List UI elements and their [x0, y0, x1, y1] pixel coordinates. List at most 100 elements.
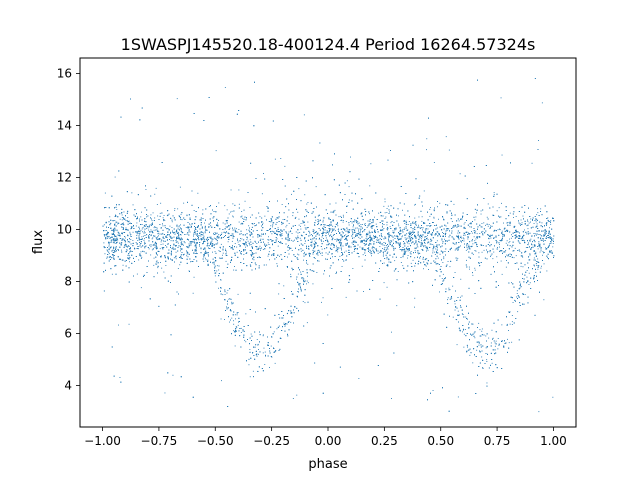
- data-point: [466, 259, 467, 261]
- data-point: [345, 259, 347, 261]
- data-point: [210, 225, 212, 227]
- data-point: [177, 268, 179, 269]
- data-point: [281, 238, 283, 240]
- data-point: [497, 261, 498, 263]
- data-point: [260, 235, 262, 237]
- data-point: [126, 250, 128, 252]
- data-point: [552, 396, 554, 398]
- data-point: [114, 176, 116, 178]
- data-point: [519, 302, 521, 304]
- data-point: [262, 249, 264, 250]
- data-point: [130, 251, 132, 252]
- data-point: [478, 344, 480, 346]
- data-point: [291, 250, 293, 251]
- data-point: [406, 248, 407, 250]
- data-point: [154, 242, 156, 244]
- data-point: [154, 193, 156, 195]
- data-point: [428, 225, 430, 226]
- data-point: [468, 246, 469, 247]
- data-point: [382, 243, 383, 245]
- data-point: [203, 240, 205, 242]
- data-point: [232, 216, 234, 218]
- data-point: [213, 263, 215, 265]
- data-point: [490, 256, 491, 257]
- data-point: [220, 318, 222, 320]
- data-point: [405, 238, 407, 240]
- data-point: [511, 315, 513, 316]
- data-point: [304, 251, 305, 253]
- data-point: [378, 212, 380, 214]
- data-point: [516, 293, 518, 294]
- data-point: [424, 242, 426, 244]
- data-point: [348, 235, 349, 236]
- data-point: [265, 354, 266, 356]
- data-point: [215, 150, 217, 152]
- data-point: [195, 233, 196, 235]
- data-point: [321, 301, 322, 303]
- data-point: [167, 243, 168, 245]
- data-point: [307, 263, 309, 265]
- data-point: [418, 238, 420, 240]
- data-point: [262, 335, 264, 337]
- data-point: [153, 227, 155, 229]
- data-point: [235, 318, 236, 320]
- data-point: [118, 324, 119, 326]
- data-point: [323, 238, 324, 239]
- data-point: [485, 347, 487, 349]
- data-point: [206, 252, 208, 254]
- data-point: [299, 285, 301, 287]
- data-point: [352, 221, 354, 223]
- data-point: [338, 247, 340, 249]
- data-point: [336, 245, 337, 247]
- data-point: [447, 299, 448, 301]
- data-point: [241, 238, 243, 240]
- data-point: [297, 211, 299, 213]
- data-point: [515, 235, 517, 236]
- data-point: [245, 313, 247, 315]
- data-point: [114, 250, 115, 251]
- data-point: [139, 253, 141, 255]
- data-point: [241, 211, 243, 212]
- data-point: [522, 266, 524, 268]
- data-point: [368, 232, 370, 234]
- data-point: [280, 241, 282, 243]
- data-point: [119, 377, 121, 378]
- data-point: [458, 220, 460, 222]
- data-point: [501, 232, 502, 234]
- data-point: [316, 231, 317, 233]
- data-point: [321, 236, 323, 238]
- data-point: [456, 319, 458, 321]
- data-point: [513, 217, 514, 218]
- data-point: [254, 225, 256, 227]
- data-point: [180, 244, 182, 246]
- data-point: [499, 229, 501, 231]
- data-point: [171, 221, 173, 223]
- data-point: [159, 212, 161, 214]
- data-point: [281, 223, 283, 225]
- data-point: [490, 227, 491, 228]
- data-point: [199, 232, 201, 234]
- data-point: [154, 244, 156, 246]
- data-point: [508, 242, 510, 244]
- data-point: [167, 239, 168, 241]
- data-point: [144, 238, 145, 240]
- data-point: [492, 337, 494, 339]
- data-point: [208, 206, 210, 207]
- data-point: [399, 238, 401, 240]
- data-point: [300, 250, 302, 252]
- data-point: [316, 272, 318, 273]
- data-point: [107, 238, 109, 239]
- data-point: [322, 224, 324, 226]
- data-point: [462, 331, 463, 333]
- data-point: [160, 241, 162, 243]
- data-point: [289, 239, 290, 241]
- data-point: [307, 202, 309, 203]
- data-point: [412, 242, 414, 243]
- data-point: [404, 248, 405, 250]
- data-point: [433, 162, 435, 163]
- data-point: [408, 221, 410, 222]
- data-point: [290, 273, 292, 275]
- data-point: [126, 246, 128, 248]
- data-point: [428, 269, 429, 270]
- data-point: [527, 220, 529, 222]
